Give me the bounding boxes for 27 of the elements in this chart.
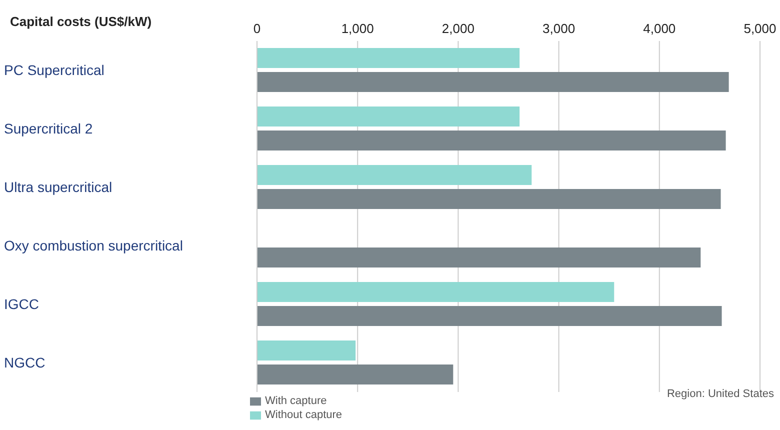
y-tick-label: PC Supercritical [4, 62, 104, 78]
text: Capital costs (US$/kW) [10, 14, 152, 29]
bar [257, 106, 520, 126]
bar [257, 189, 721, 209]
y-tick-label: Ultra supercritical [4, 179, 112, 196]
y-tick-label: Oxy combustion supercritical [4, 238, 183, 254]
bar [257, 340, 356, 360]
y-tick-label: IGCC [4, 296, 39, 312]
x-tick-label: 2,000 [442, 21, 474, 36]
bar [257, 282, 614, 302]
bar [257, 165, 532, 185]
bar [257, 248, 701, 268]
bar [257, 130, 726, 150]
bar [257, 48, 520, 68]
y-tick-label: Supercritical 2 [4, 120, 93, 137]
x-tick-label: 1,000 [341, 21, 374, 36]
annotation: Region: United States [666, 388, 774, 400]
x-tick-label: 5,000 [744, 21, 776, 36]
legend-label: Without capture [265, 409, 342, 421]
bar [257, 306, 722, 326]
y-tick-label: NGCC [4, 354, 46, 371]
bar [257, 364, 454, 384]
x-tick-label: 4,000 [643, 21, 676, 36]
x-tick-label: 3,000 [542, 21, 576, 36]
legend-label: With capture [265, 395, 327, 407]
bar [257, 72, 729, 92]
x-tick-label: 0 [253, 21, 261, 36]
